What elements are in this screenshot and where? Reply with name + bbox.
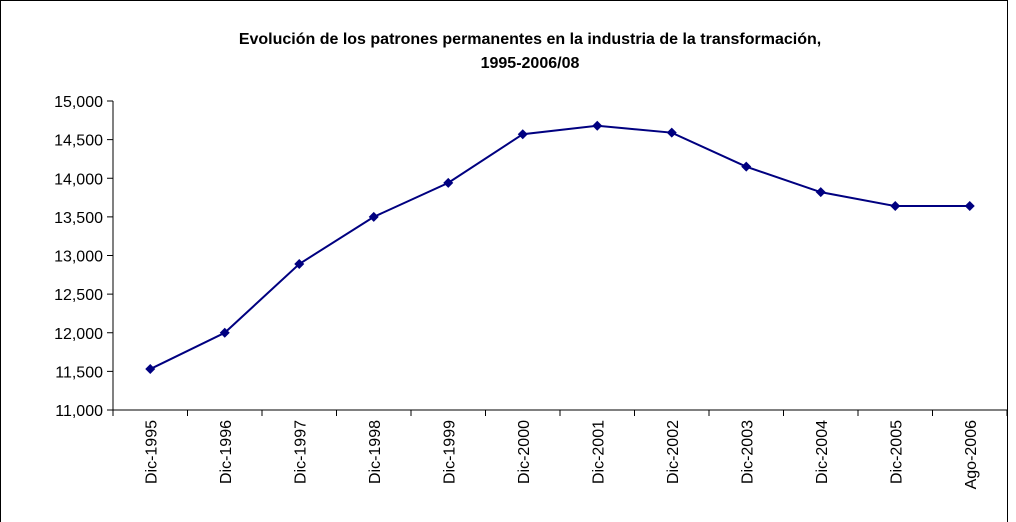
marker <box>890 201 901 212</box>
chart-title: Evolución de los patrones permanentes en… <box>239 31 821 48</box>
marker <box>517 129 528 140</box>
marker <box>741 161 752 172</box>
marker <box>294 258 305 269</box>
x-tick-label: Dic-1997 <box>292 420 309 484</box>
y-tick-label: 12,500 <box>54 287 103 304</box>
y-tick-label: 11,500 <box>55 364 103 381</box>
marker <box>964 201 975 212</box>
marker <box>592 120 603 131</box>
line <box>149 124 970 370</box>
x-tick-label: Dic-1998 <box>367 420 384 484</box>
x-tick-label: Dic-2003 <box>739 420 756 484</box>
marker <box>145 364 156 375</box>
y-tick-label: 12,000 <box>54 326 103 343</box>
x-tick-label: Ago-2006 <box>963 420 980 489</box>
marker <box>815 187 826 198</box>
y-tick-label: 13,500 <box>54 210 103 227</box>
y-tick-label: 13,000 <box>54 249 103 266</box>
x-tick-label: Dic-1999 <box>441 420 458 484</box>
x-tick-label: Dic-2005 <box>888 420 905 484</box>
marker <box>368 211 379 222</box>
marker <box>443 177 454 188</box>
y-tick-label: 15,000 <box>54 94 103 111</box>
y-tick-label: 14,000 <box>54 171 103 188</box>
x-tick-label: Dic-2002 <box>665 420 682 484</box>
y-tick-label: 11,000 <box>55 403 103 420</box>
x-tick-label: Dic-2004 <box>814 420 831 484</box>
x-tick-label: Dic-2001 <box>590 420 607 484</box>
marker <box>219 327 230 338</box>
x-tick-label: Dic-1996 <box>218 420 235 484</box>
x-tick-label: Dic-1995 <box>143 420 160 484</box>
y-tick-label: 14,500 <box>54 133 103 150</box>
x-tick-label: Dic-2000 <box>516 420 533 484</box>
chart-subtitle: 1995-2006/08 <box>481 55 580 72</box>
marker <box>666 127 677 138</box>
